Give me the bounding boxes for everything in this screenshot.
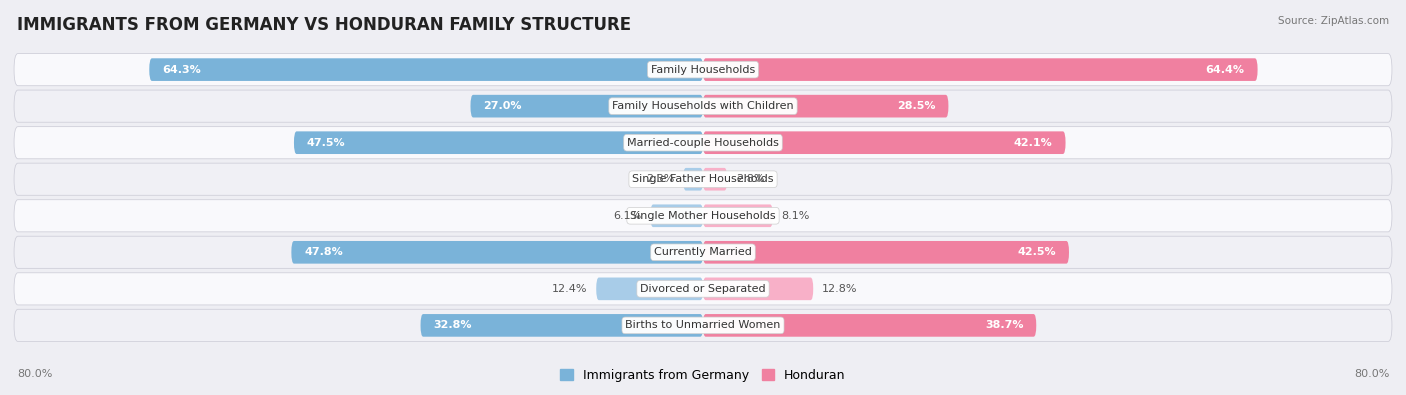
FancyBboxPatch shape [14, 309, 1392, 341]
Text: Family Households with Children: Family Households with Children [612, 101, 794, 111]
FancyBboxPatch shape [14, 127, 1392, 159]
FancyBboxPatch shape [14, 54, 1392, 86]
FancyBboxPatch shape [471, 95, 703, 117]
Text: 28.5%: 28.5% [897, 101, 935, 111]
Text: 80.0%: 80.0% [1354, 369, 1389, 379]
Legend: Immigrants from Germany, Honduran: Immigrants from Germany, Honduran [558, 366, 848, 384]
FancyBboxPatch shape [14, 90, 1392, 122]
Text: Single Mother Households: Single Mother Households [630, 211, 776, 221]
Text: IMMIGRANTS FROM GERMANY VS HONDURAN FAMILY STRUCTURE: IMMIGRANTS FROM GERMANY VS HONDURAN FAMI… [17, 16, 631, 34]
Text: Divorced or Separated: Divorced or Separated [640, 284, 766, 294]
Text: Births to Unmarried Women: Births to Unmarried Women [626, 320, 780, 330]
Text: 38.7%: 38.7% [984, 320, 1024, 330]
FancyBboxPatch shape [420, 314, 703, 337]
FancyBboxPatch shape [291, 241, 703, 263]
Text: 47.5%: 47.5% [307, 138, 346, 148]
Text: Family Households: Family Households [651, 65, 755, 75]
Text: 12.4%: 12.4% [553, 284, 588, 294]
Text: 64.4%: 64.4% [1206, 65, 1244, 75]
Text: 42.1%: 42.1% [1014, 138, 1053, 148]
FancyBboxPatch shape [294, 132, 703, 154]
Text: Source: ZipAtlas.com: Source: ZipAtlas.com [1278, 16, 1389, 26]
FancyBboxPatch shape [596, 278, 703, 300]
FancyBboxPatch shape [703, 314, 1036, 337]
Text: 32.8%: 32.8% [433, 320, 472, 330]
Text: 8.1%: 8.1% [782, 211, 810, 221]
Text: Currently Married: Currently Married [654, 247, 752, 257]
FancyBboxPatch shape [703, 241, 1069, 263]
Text: 42.5%: 42.5% [1018, 247, 1056, 257]
Text: 27.0%: 27.0% [484, 101, 522, 111]
Text: Single Father Households: Single Father Households [633, 174, 773, 184]
FancyBboxPatch shape [703, 278, 813, 300]
FancyBboxPatch shape [703, 168, 727, 190]
FancyBboxPatch shape [14, 200, 1392, 232]
FancyBboxPatch shape [14, 273, 1392, 305]
FancyBboxPatch shape [149, 58, 703, 81]
Text: 6.1%: 6.1% [613, 211, 643, 221]
Text: 12.8%: 12.8% [823, 284, 858, 294]
FancyBboxPatch shape [683, 168, 703, 190]
FancyBboxPatch shape [14, 236, 1392, 268]
FancyBboxPatch shape [651, 205, 703, 227]
FancyBboxPatch shape [703, 95, 949, 117]
Text: 80.0%: 80.0% [17, 369, 52, 379]
FancyBboxPatch shape [703, 205, 773, 227]
Text: 64.3%: 64.3% [162, 65, 201, 75]
FancyBboxPatch shape [703, 132, 1066, 154]
Text: 47.8%: 47.8% [304, 247, 343, 257]
FancyBboxPatch shape [703, 58, 1257, 81]
Text: Married-couple Households: Married-couple Households [627, 138, 779, 148]
Text: 2.8%: 2.8% [735, 174, 765, 184]
FancyBboxPatch shape [14, 163, 1392, 195]
Text: 2.3%: 2.3% [647, 174, 675, 184]
